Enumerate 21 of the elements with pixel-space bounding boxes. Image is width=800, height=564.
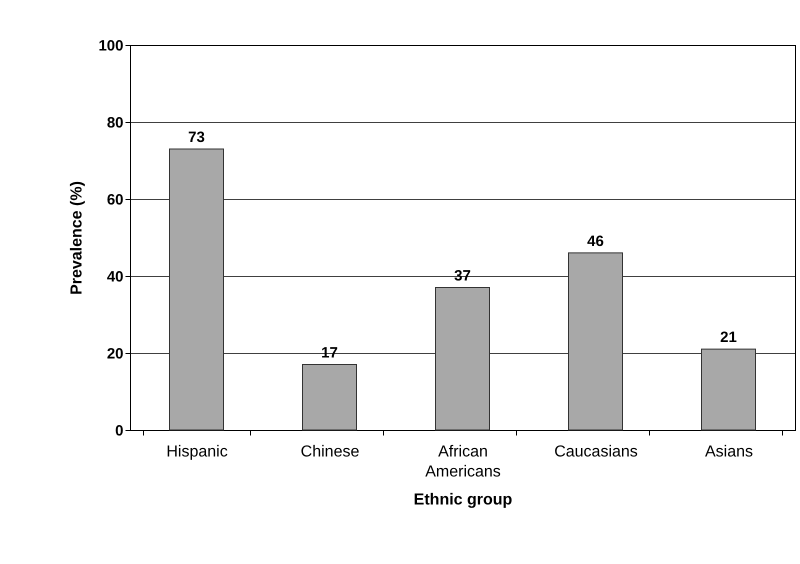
data-label: 73 bbox=[188, 128, 205, 146]
bar bbox=[169, 148, 224, 430]
y-axis-title: Prevalence (%) bbox=[68, 181, 86, 295]
bar bbox=[701, 348, 756, 430]
y-tick-label: 60 bbox=[106, 192, 124, 208]
y-tick-label: 80 bbox=[106, 114, 124, 132]
x-tick-label: Chinese bbox=[300, 444, 360, 460]
x-tick-label: Asians bbox=[704, 444, 754, 460]
x-tick-label: Caucasians bbox=[554, 444, 638, 460]
bar bbox=[435, 287, 490, 430]
data-label: 46 bbox=[587, 232, 604, 250]
y-tick-label: 100 bbox=[98, 38, 124, 54]
x-tick-label: African Americans bbox=[425, 444, 501, 480]
data-label: 21 bbox=[720, 329, 737, 346]
bar bbox=[568, 252, 623, 430]
bar bbox=[302, 364, 357, 430]
y-tick-label: 0 bbox=[115, 422, 124, 440]
x-tick-label: Hispanic bbox=[166, 444, 228, 460]
y-tick-label: 40 bbox=[106, 268, 124, 286]
x-axis-title: Ethnic group bbox=[414, 492, 513, 508]
y-tick-label: 20 bbox=[106, 346, 124, 362]
